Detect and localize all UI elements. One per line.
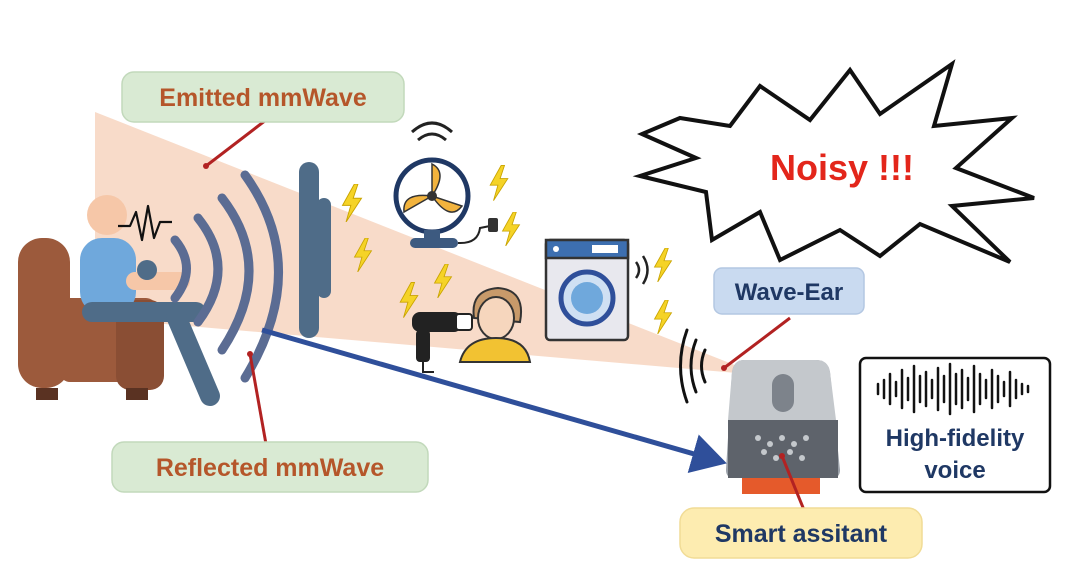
sound-wave-icon bbox=[679, 328, 707, 404]
heartbeat-icon bbox=[118, 204, 172, 242]
voice-label-line1: High-fidelity bbox=[886, 425, 1025, 452]
woman-icon bbox=[458, 286, 532, 363]
label-pointers bbox=[205, 118, 806, 511]
reflected-label: Reflected mmWave bbox=[156, 454, 384, 482]
reflected-signal-arrow bbox=[261, 327, 727, 473]
noisy-burst-icon bbox=[632, 59, 1035, 264]
smart-speaker-icon bbox=[726, 360, 840, 494]
person-icon bbox=[80, 195, 220, 406]
fan-icon bbox=[393, 121, 498, 248]
smart-assistant-label-box bbox=[679, 507, 923, 559]
emitted-label: Emitted mmWave bbox=[159, 84, 367, 112]
wave-ear-label-box bbox=[713, 267, 865, 315]
washing-machine-icon bbox=[544, 238, 649, 342]
emitted-label-box bbox=[121, 71, 405, 123]
wave-ear-label: Wave-Ear bbox=[735, 279, 844, 306]
reflected-label-box bbox=[111, 441, 429, 493]
wall-reflector bbox=[299, 162, 319, 338]
smart-assistant-label: Smart assitant bbox=[715, 520, 888, 548]
voice-label-line2: voice bbox=[924, 457, 985, 484]
waveform-icon bbox=[876, 362, 1030, 416]
hair-dryer-icon bbox=[412, 312, 473, 373]
reflection-waves-icon bbox=[170, 170, 283, 383]
noisy-label: Noisy !!! bbox=[770, 147, 914, 188]
